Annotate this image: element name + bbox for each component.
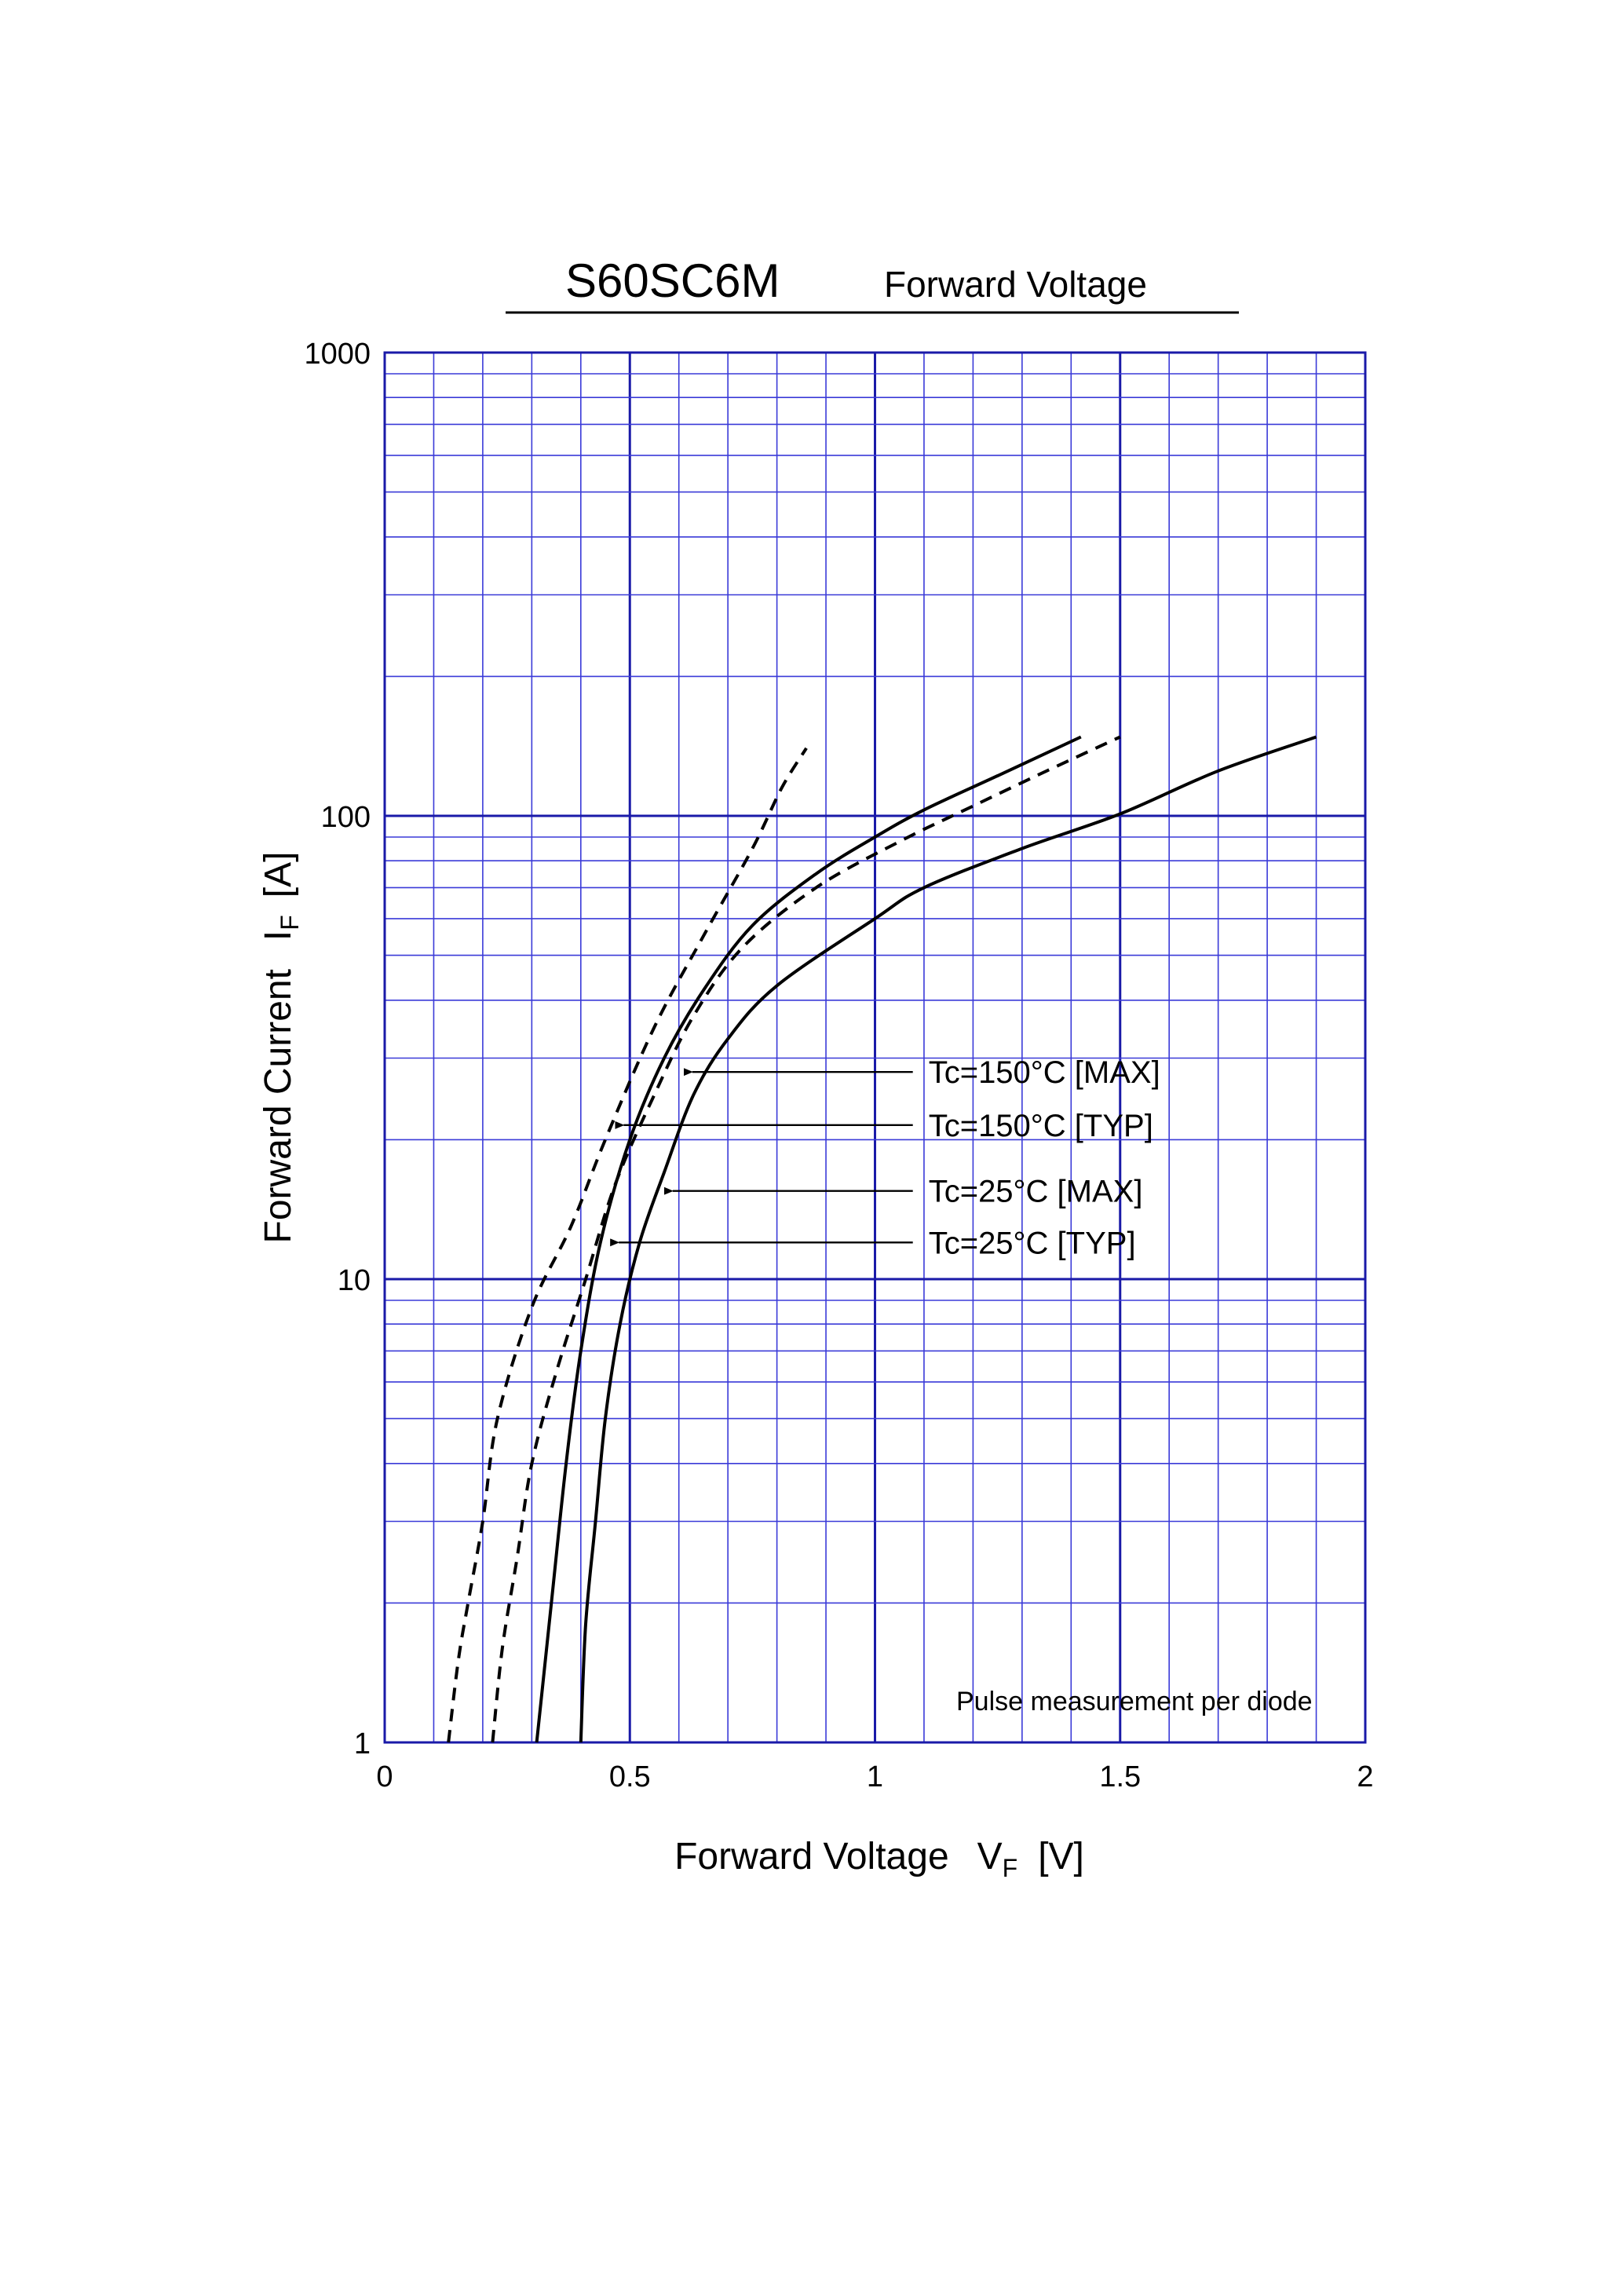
y-axis-unit: [A] [258,851,299,898]
annotation-label: Tc=25°C [TYP] [929,1226,1136,1260]
annotations: Tc=150°C [MAX] Tc=150°C [TYP] Tc=25°C [MAX… [610,1055,1160,1260]
annotation-label: Tc=25°C [MAX] [929,1175,1143,1209]
x-axis-label: Forward Voltage [674,1836,949,1877]
grid [385,353,1365,1742]
y-tick-label: 10 [338,1264,371,1297]
x-tick-label: 0.5 [609,1760,651,1793]
annotation-label: Tc=150°C [MAX] [929,1055,1160,1090]
x-axis-subscript: F [1003,1854,1018,1882]
y-axis-title: Forward Current IF [A] [258,851,304,1243]
series-line-3 [491,735,1121,1743]
y-axis-label: Forward Current [258,969,299,1243]
y-tick-label: 100 [321,801,371,834]
annotation-label: Tc=150°C [TYP] [929,1109,1153,1143]
x-tick-label: 0 [376,1760,393,1793]
x-axis-title: Forward Voltage VF [V] [674,1836,1084,1882]
x-tick-label: 1.5 [1099,1760,1141,1793]
series [447,735,1317,1743]
chart-subtitle: Forward Voltage [884,264,1147,305]
x-tick-label: 2 [1357,1760,1373,1793]
x-axis-symbol: V [977,1836,1003,1877]
svg-text:Forward CurrentIF[A]: Forward Current IF [A] [258,851,304,1243]
x-axis-unit: [V] [1038,1836,1084,1877]
y-tick-label: 1000 [304,338,371,371]
series-line-2 [535,735,1082,1743]
measurement-note: Pulse measurement per diode [956,1687,1313,1717]
tick-labels: 0 0.5 1 1.5 2 1 10 100 1000 [304,338,1373,1793]
chart-title: S60SC6M [565,254,780,307]
y-tick-label: 1 [354,1727,371,1760]
series-line-1 [447,747,808,1743]
y-axis-symbol: I [258,930,299,941]
series-line-4 [579,735,1317,1743]
x-tick-label: 1 [867,1760,883,1793]
y-axis-subscript: F [276,915,304,930]
plot-frame [383,351,1367,1744]
